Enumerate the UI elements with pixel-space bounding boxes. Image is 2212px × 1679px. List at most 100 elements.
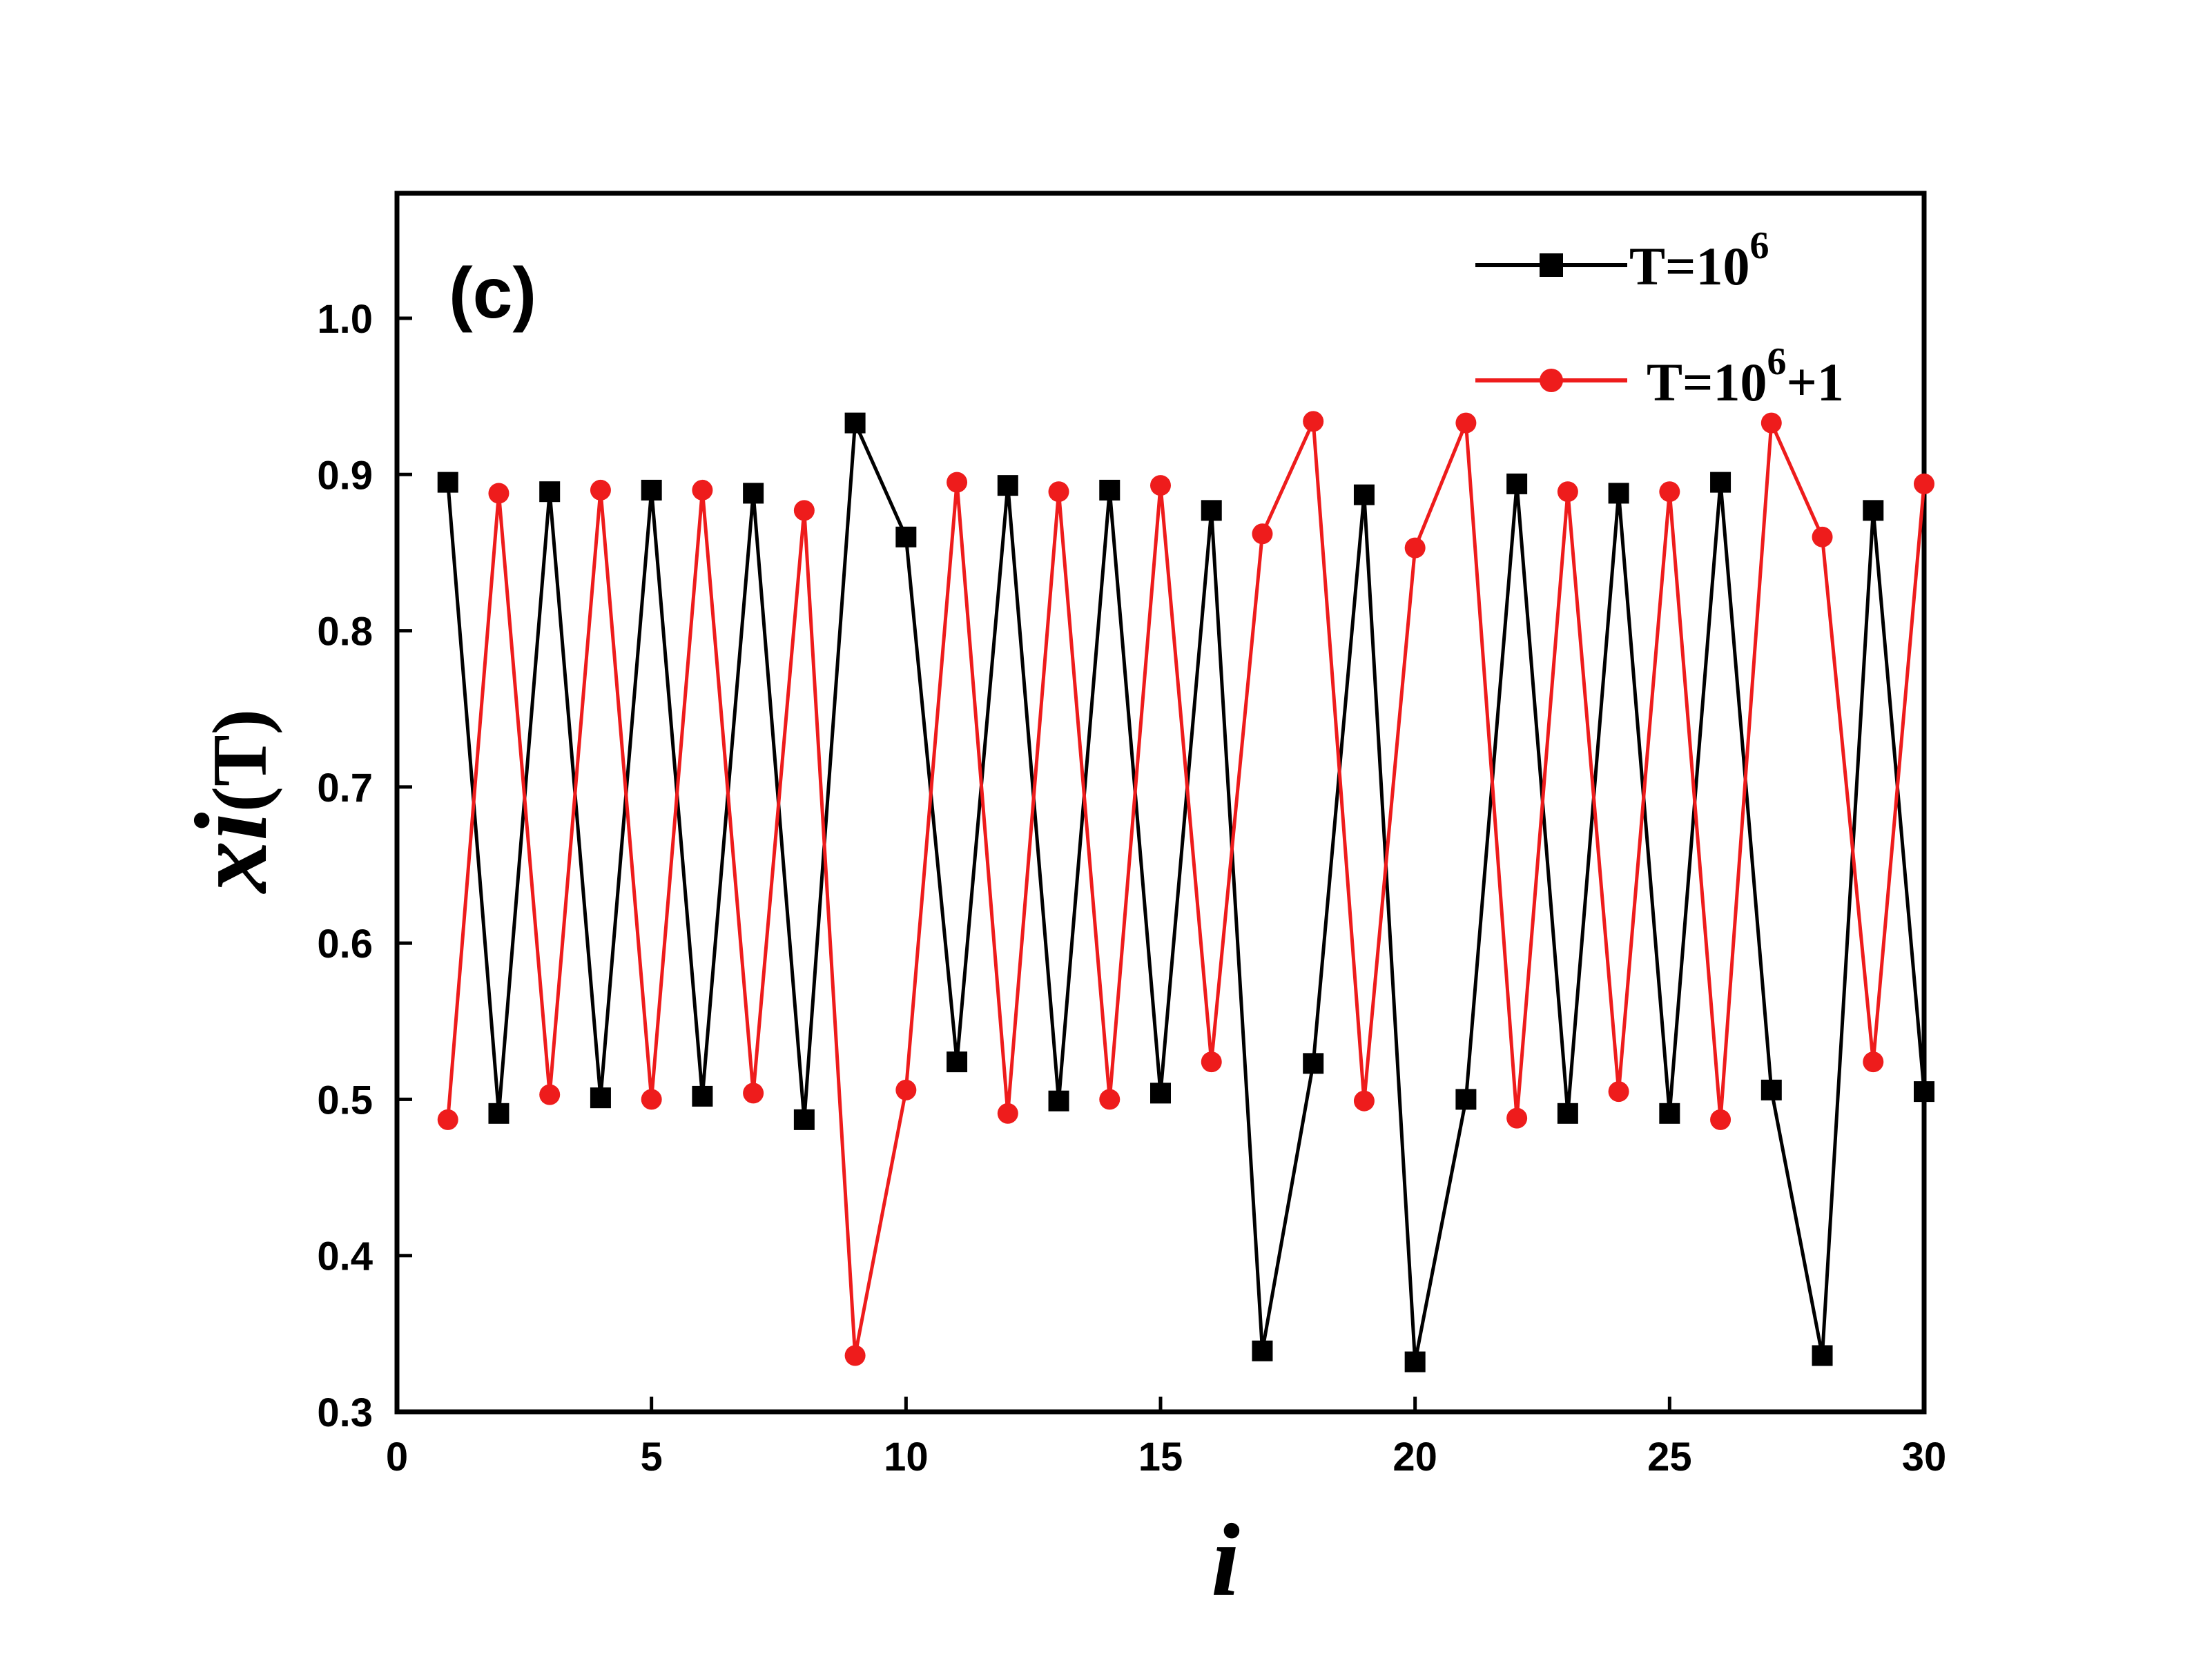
y-tick-label: 0.5: [317, 1078, 373, 1123]
data-point: [844, 412, 866, 434]
data-point: [1455, 1089, 1477, 1110]
legend-entry-1: T=106: [1475, 224, 1769, 296]
data-point: [793, 500, 815, 521]
data-point: [692, 479, 713, 501]
data-point: [1201, 1051, 1222, 1073]
data-point: [1506, 473, 1528, 494]
data-point: [1048, 481, 1069, 503]
data-point: [1150, 1083, 1171, 1104]
data-point: [743, 1083, 764, 1104]
x-tick-label: 30: [1902, 1435, 1947, 1479]
data-point: [1608, 483, 1629, 504]
y-tick-label: 0.3: [317, 1390, 373, 1435]
data-point: [947, 472, 968, 493]
data-point: [1506, 1107, 1528, 1129]
data-point: [692, 1085, 713, 1107]
x-tick-label: 10: [884, 1435, 929, 1479]
data-point: [488, 1103, 510, 1124]
y-tick-label: 1.0: [317, 297, 373, 342]
series-2-line: [446, 420, 1926, 1356]
data-point: [997, 475, 1018, 496]
data-point: [1812, 1345, 1833, 1366]
legend: T=106 T=106+1: [1475, 224, 1844, 412]
legend-label-1-base: T=10: [1629, 236, 1749, 296]
data-point: [1760, 412, 1782, 434]
data-point: [1303, 1053, 1324, 1074]
series-2: [437, 411, 1934, 1366]
legend-label-1-sup: 6: [1749, 224, 1769, 267]
data-point: [1048, 1090, 1069, 1112]
legend-label-2-sup: 6: [1767, 340, 1786, 383]
y-tick-label: 0.7: [317, 766, 373, 811]
data-point: [590, 1087, 611, 1109]
svg-text:xi(T): xi(T): [174, 709, 289, 894]
y-tick-label: 0.9: [317, 453, 373, 498]
x-tick-label: 5: [641, 1435, 663, 1479]
data-point: [1455, 412, 1477, 434]
x-tick-label: 0: [386, 1435, 408, 1479]
data-point: [1659, 1103, 1680, 1124]
data-point: [539, 1084, 561, 1105]
data-point: [1863, 500, 1884, 521]
data-point: [1659, 481, 1680, 503]
data-point: [1353, 1090, 1375, 1112]
svg-text:T=106+1: T=106+1: [1647, 340, 1844, 412]
y-axis-title: xi(T): [174, 709, 289, 894]
data-point: [947, 1051, 968, 1073]
legend-marker-2: [1540, 369, 1563, 392]
data-point: [743, 483, 764, 504]
data-point: [1252, 1340, 1273, 1361]
data-point: [1760, 1079, 1782, 1100]
data-point: [437, 472, 458, 493]
data-point: [641, 479, 662, 501]
legend-label-2-base: T=10: [1647, 352, 1767, 412]
data-point: [437, 1109, 458, 1130]
data-point: [1404, 1351, 1426, 1372]
y-axis-title-main: x: [174, 841, 289, 894]
data-point: [1557, 1103, 1578, 1124]
data-point: [844, 1345, 866, 1366]
data-point: [895, 1079, 917, 1100]
y-axis-title-sub: i: [174, 812, 289, 841]
data-point: [997, 1103, 1018, 1124]
y-tick-label: 0.6: [317, 922, 373, 967]
data-point: [1710, 1109, 1731, 1130]
x-tick-label: 15: [1138, 1435, 1183, 1479]
x-axis-title: i: [1211, 1503, 1240, 1618]
data-point: [1150, 475, 1171, 496]
data-point: [1201, 500, 1222, 521]
data-point: [1252, 523, 1273, 545]
data-point: [590, 479, 611, 501]
data-point: [641, 1089, 662, 1110]
data-point: [1914, 473, 1934, 494]
data-point: [1404, 537, 1426, 559]
series-1-line: [446, 422, 1926, 1363]
legend-entry-2: T=106+1: [1475, 340, 1844, 412]
data-point: [1812, 526, 1833, 547]
data-point: [793, 1109, 815, 1130]
data-point: [1710, 472, 1731, 493]
axis-tick-labels: 0 5 10 15 20 25 30 0.3 0.4 0.5 0.6 0.7 0.8 0.9 1.0: [317, 297, 1946, 1479]
x-tick-label: 25: [1647, 1435, 1692, 1479]
data-point: [1914, 1081, 1934, 1103]
svg-text:T=106: T=106: [1629, 224, 1769, 296]
panel-label: (c): [449, 253, 536, 333]
data-point: [895, 526, 917, 547]
data-point: [539, 481, 561, 503]
data-point: [1557, 481, 1578, 503]
data-point: [1353, 484, 1375, 505]
x-tick-label: 20: [1393, 1435, 1437, 1479]
series-1: [437, 412, 1934, 1372]
data-point: [1608, 1081, 1629, 1103]
series-layer: [437, 411, 1934, 1372]
y-tick-label: 0.8: [317, 610, 373, 654]
legend-label-2-tail: +1: [1786, 352, 1843, 412]
data-point: [488, 483, 510, 504]
data-point: [1303, 411, 1324, 432]
legend-marker-1: [1540, 253, 1563, 277]
data-point: [1099, 1089, 1120, 1110]
data-point: [1099, 479, 1120, 501]
y-tick-label: 0.4: [317, 1234, 373, 1279]
axis-ticks: [395, 316, 1926, 1414]
